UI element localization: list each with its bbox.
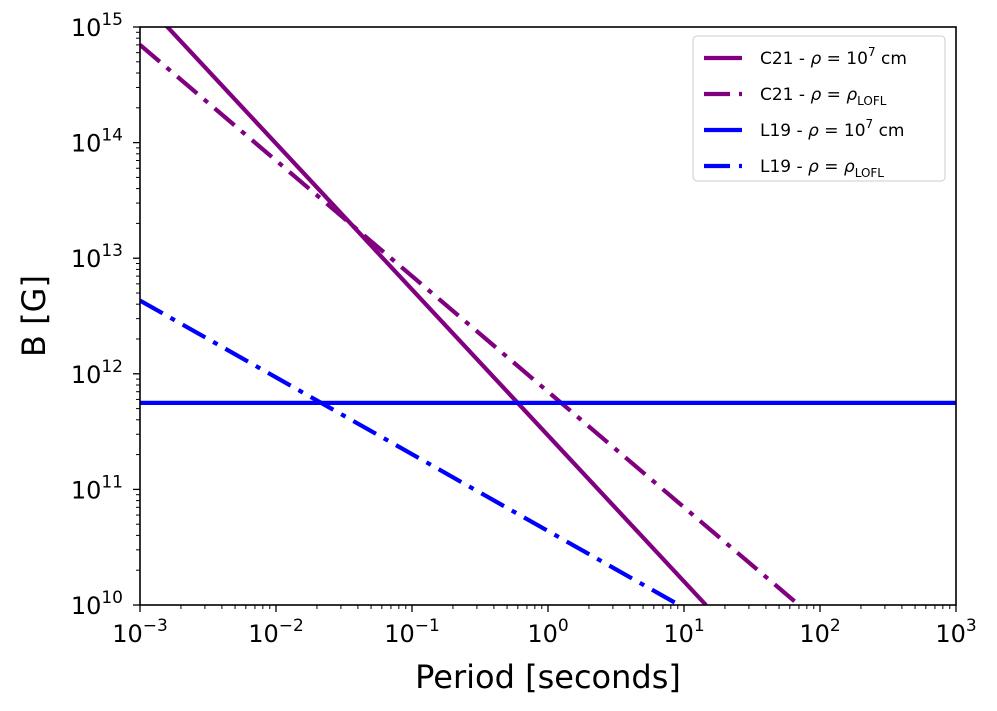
- y-tick-label: 1012: [71, 357, 123, 389]
- y-axis-label: B [G]: [15, 275, 53, 357]
- x-tick-label: 102: [799, 616, 840, 648]
- x-tick-label: 10−1: [384, 616, 440, 648]
- y-tick-label: 1010: [71, 588, 123, 620]
- y-tick-label: 1011: [71, 472, 123, 504]
- x-tick-label: 100: [527, 616, 568, 648]
- ticks-layer: 10−3 10−2 10−1 100 101 102 103 1010 1011 1012 1013…: [71, 10, 977, 648]
- legend-box: [692, 35, 946, 182]
- x-tick-label: 10−2: [248, 616, 304, 648]
- legend-label-3: L19 - ρ = 107 cm: [760, 117, 904, 141]
- y-tick-label: 1014: [71, 126, 123, 158]
- x-axis-label: Period [seconds]: [415, 658, 681, 696]
- legend: C21 - ρ = 107 cm C21 - ρ = ρLOFL L19 - ρ =…: [692, 35, 946, 182]
- y-tick-label: 1013: [71, 241, 123, 273]
- plot-frame: [139, 26, 957, 606]
- series-layer: [140, 27, 956, 605]
- legend-label-4: L19 - ρ = ρLOFL: [760, 157, 884, 180]
- x-tick-label: 10−3: [112, 616, 168, 648]
- series-line-1: [164, 27, 708, 605]
- x-tick-label: 101: [663, 616, 704, 648]
- y-tick-label: 1015: [71, 10, 123, 42]
- x-tick-label: 103: [935, 616, 976, 648]
- legend-label-1: C21 - ρ = 107 cm: [760, 45, 907, 69]
- series-line-4: [140, 298, 681, 605]
- legend-label-2: C21 - ρ = ρLOFL: [760, 85, 887, 108]
